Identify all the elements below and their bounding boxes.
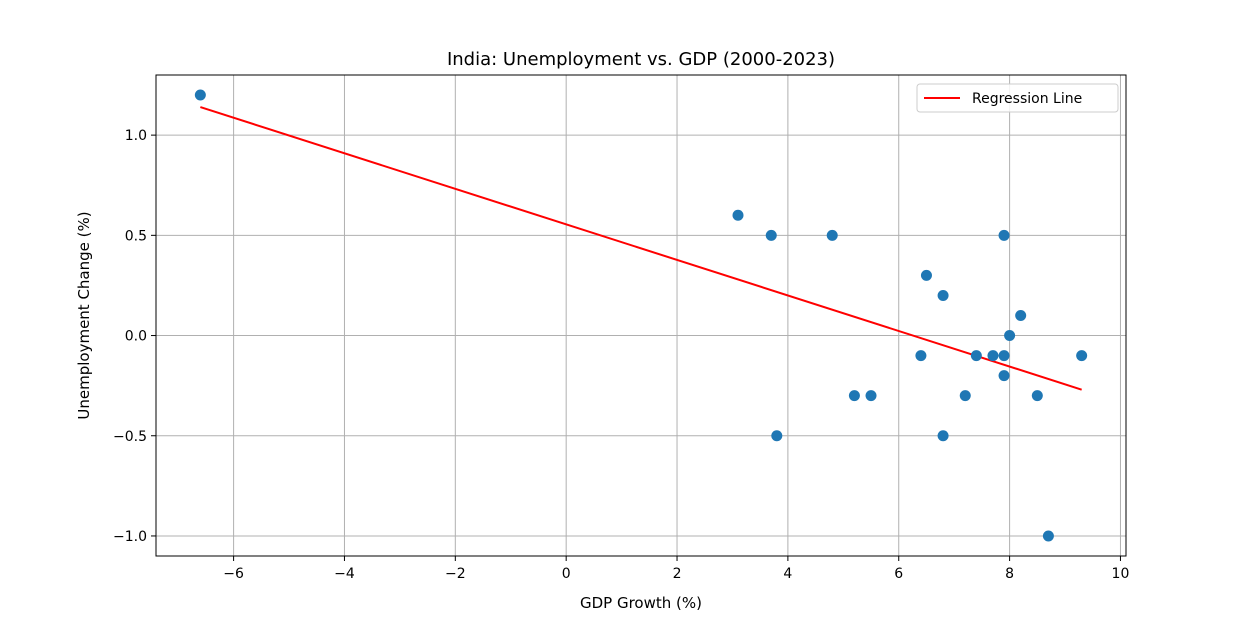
- scatter-point: [959, 390, 971, 402]
- chart-title: India: Unemployment vs. GDP (2000-2023): [447, 49, 835, 70]
- y-tick-label: 0.0: [125, 329, 147, 345]
- scatter-point: [920, 269, 932, 281]
- plot-area-frame: [155, 74, 1127, 557]
- legend-label-regression-line: Regression Line: [972, 91, 1082, 107]
- grid: [156, 75, 1126, 556]
- scatter-point: [848, 390, 860, 402]
- scatter-point: [937, 430, 949, 442]
- scatter-series: [194, 89, 1088, 542]
- scatter-point: [998, 350, 1010, 362]
- scatter-point: [1031, 390, 1043, 402]
- legend: Regression Line: [916, 83, 1119, 113]
- scatter-point: [1076, 350, 1088, 362]
- scatter-point: [970, 350, 982, 362]
- scatter-point: [987, 350, 999, 362]
- scatter-point: [937, 289, 949, 301]
- x-tick-label: −4: [334, 566, 355, 582]
- scatter-point: [1015, 310, 1027, 321]
- legend-box: [916, 83, 1119, 113]
- y-axis-label: Unemployment Change (%): [75, 211, 93, 419]
- scatter-point: [732, 209, 744, 221]
- x-tick-label: 10: [1112, 566, 1130, 582]
- x-tick-label: 6: [894, 566, 903, 582]
- scatter-point: [865, 390, 877, 402]
- x-tick-label: −2: [445, 566, 466, 582]
- scatter-point: [998, 370, 1010, 382]
- x-tick-label: 4: [783, 566, 792, 582]
- x-tick-label: 8: [1005, 566, 1014, 582]
- x-tick-label: 2: [673, 566, 682, 582]
- regression-series: [200, 106, 1082, 391]
- scatter-point: [826, 229, 838, 241]
- y-tick-label: −0.5: [113, 429, 147, 445]
- scatter-point: [998, 229, 1010, 241]
- scatter-point: [765, 229, 777, 241]
- x-tick-label: 0: [562, 566, 571, 582]
- x-axis-label: GDP Growth (%): [580, 594, 702, 612]
- scatter-point: [1004, 330, 1016, 342]
- scatter-point: [194, 89, 206, 101]
- scatter-point: [1042, 530, 1054, 542]
- y-tick-label: −1.0: [113, 529, 147, 545]
- scatter-point: [915, 350, 927, 362]
- regression-line: [200, 106, 1082, 391]
- y-tick-label: 0.5: [125, 228, 147, 244]
- axis-ticks: −6 −4 −2 0 2 4 6 8 10 −1.0 −0.5 0.0 0.5 1.0: [113, 128, 1129, 582]
- y-tick-label: 1.0: [125, 128, 147, 144]
- scatter-point: [771, 430, 783, 442]
- x-tick-label: −6: [223, 566, 244, 582]
